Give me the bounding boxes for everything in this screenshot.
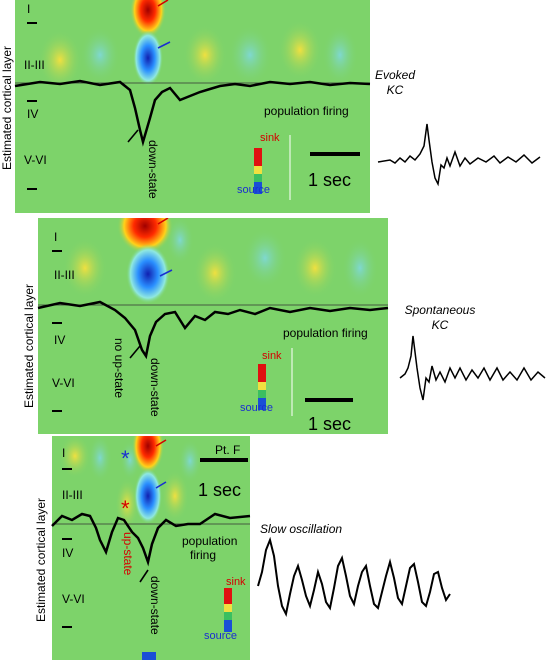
layer-label-ii-iii: II-III xyxy=(62,488,83,502)
layer-label-i: I xyxy=(27,2,31,16)
layer-label-v-vi: V-VI xyxy=(62,592,85,606)
y-axis-label: Estimated cortical layer xyxy=(34,497,48,622)
population-firing-label: population firing xyxy=(283,326,368,340)
csd-map-slow-oscillation xyxy=(51,436,451,660)
trace-label-line2: KC xyxy=(431,318,449,332)
down-state-label: down-state xyxy=(148,576,162,635)
slow-oscillation-trace xyxy=(257,536,451,618)
csd-map-evoked xyxy=(14,0,541,213)
trace-label-line1: Evoked xyxy=(374,68,416,82)
population-firing-label: population firing xyxy=(182,534,237,562)
y-axis-label: Estimated cortical layer xyxy=(0,45,14,170)
legend-source: source xyxy=(240,402,274,414)
legend-sink: sink xyxy=(226,576,246,588)
legend-source: source xyxy=(204,630,238,642)
population-firing-trace xyxy=(51,512,251,567)
trace-label-slow-oscillation: Slow oscillation xyxy=(260,522,343,536)
star-blue: * xyxy=(121,446,130,471)
source-blob xyxy=(126,244,170,304)
population-firing-line2: firing xyxy=(190,548,217,562)
scale-label: 1 sec xyxy=(308,170,352,190)
spontaneous-kc-trace xyxy=(399,335,546,401)
layer-label-iv: IV xyxy=(27,107,39,121)
legend-source: source xyxy=(237,184,271,196)
layer-tick xyxy=(52,410,62,412)
population-firing-trace xyxy=(14,79,371,147)
layer-label-ii-iii: II-III xyxy=(54,268,75,282)
source-blob xyxy=(133,30,163,86)
layer-label-iv: IV xyxy=(54,333,66,347)
layer-tick xyxy=(62,538,72,540)
evoked-kc-trace xyxy=(377,123,541,187)
down-state-label: down-state xyxy=(148,358,162,417)
source-blob xyxy=(134,468,162,524)
legend-sink: sink xyxy=(260,132,280,144)
scale-bar xyxy=(200,458,248,462)
scale-label: 1 sec xyxy=(198,480,242,500)
panel-evoked-kc: Estimated cortical layer I II-III IV V-V… xyxy=(0,0,551,215)
panel-spontaneous-kc: Estimated cortical layer I II-III IV V-V… xyxy=(0,218,551,436)
panel-slow-oscillation: Estimated cortical layer I II-III IV V-V… xyxy=(0,436,551,660)
layer-label-i: I xyxy=(54,230,58,244)
trace-label-line2: KC xyxy=(386,83,404,97)
layer-label-v-vi: V-VI xyxy=(24,153,47,167)
layer-tick xyxy=(62,626,72,628)
trace-label-line1: Spontaneous xyxy=(404,303,476,317)
sink-blob xyxy=(117,218,173,254)
patient-label: Pt. F xyxy=(215,443,241,457)
trace-label-spontaneous: Spontaneous KC xyxy=(398,303,482,333)
scale-label: 1 sec xyxy=(308,414,352,434)
population-firing-line1: population xyxy=(182,534,238,548)
legend-sink: sink xyxy=(262,350,282,362)
layer-label-i: I xyxy=(62,446,66,460)
no-up-state-label: no up-state xyxy=(112,338,126,399)
population-firing-trace xyxy=(37,300,389,360)
up-state-label: up-state xyxy=(121,532,135,576)
layer-tick xyxy=(27,22,37,24)
layer-label-ii-iii: II-III xyxy=(24,58,45,72)
layer-tick xyxy=(52,250,62,252)
layer-tick xyxy=(27,188,37,190)
layer-label-v-vi: V-VI xyxy=(52,376,75,390)
layer-tick xyxy=(62,468,72,470)
scale-bar xyxy=(310,152,360,156)
layer-tick xyxy=(52,322,62,324)
sink-blob xyxy=(130,0,166,38)
down-state-label: down-state xyxy=(146,140,160,199)
layer-tick xyxy=(27,100,37,102)
trace-label-evoked: Evoked KC xyxy=(372,68,418,98)
population-firing-label: population firing xyxy=(264,104,349,118)
layer-label-iv: IV xyxy=(62,546,74,560)
scale-bar xyxy=(305,398,353,402)
star-red: * xyxy=(121,496,130,521)
y-axis-label: Estimated cortical layer xyxy=(22,283,36,408)
